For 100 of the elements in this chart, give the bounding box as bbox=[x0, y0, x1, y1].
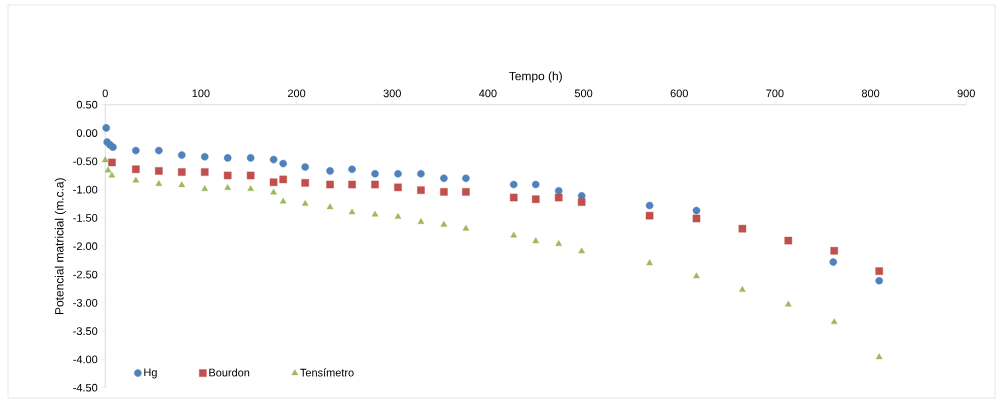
point bbox=[371, 169, 379, 178]
point bbox=[554, 193, 563, 202]
legend-label: Bourdon bbox=[209, 368, 250, 377]
y-tick-label: -3.50 bbox=[73, 327, 98, 335]
point bbox=[645, 201, 654, 210]
point bbox=[784, 236, 793, 245]
x-tick-label: 300 bbox=[383, 89, 401, 98]
y-tick-label: -1.50 bbox=[73, 214, 98, 222]
point bbox=[101, 156, 109, 163]
x-tick-label: 100 bbox=[192, 89, 210, 98]
point bbox=[829, 258, 838, 266]
point bbox=[554, 186, 563, 195]
point bbox=[692, 206, 701, 215]
point bbox=[555, 240, 563, 246]
point bbox=[132, 176, 140, 183]
point bbox=[830, 246, 839, 255]
point bbox=[462, 188, 470, 196]
point bbox=[269, 155, 278, 164]
point bbox=[875, 267, 883, 275]
point bbox=[440, 188, 448, 196]
y-tick-label: -2.50 bbox=[73, 270, 98, 279]
point bbox=[646, 259, 653, 266]
x-tick-label: 400 bbox=[479, 89, 497, 98]
point bbox=[279, 159, 287, 168]
y-tick-label: -1.00 bbox=[73, 185, 98, 194]
point bbox=[348, 208, 356, 215]
point bbox=[440, 174, 448, 183]
point bbox=[104, 166, 112, 173]
point bbox=[201, 185, 209, 192]
point bbox=[875, 276, 883, 285]
y-axis-title: Potencial matricial (m.c.a) bbox=[54, 178, 66, 314]
x-tick-label: 800 bbox=[861, 89, 880, 98]
point bbox=[394, 213, 402, 219]
point bbox=[531, 195, 540, 204]
point bbox=[246, 171, 255, 180]
point bbox=[108, 171, 116, 178]
point bbox=[155, 167, 163, 175]
point bbox=[738, 224, 747, 233]
point bbox=[132, 165, 140, 174]
point bbox=[830, 318, 838, 325]
point bbox=[509, 193, 518, 202]
point bbox=[462, 174, 470, 183]
point bbox=[739, 286, 746, 292]
y-tick-label: 0.00 bbox=[76, 129, 98, 137]
point bbox=[645, 211, 654, 220]
point bbox=[301, 179, 309, 187]
x-tick-label: 200 bbox=[287, 89, 306, 98]
point bbox=[326, 203, 334, 210]
point bbox=[532, 237, 540, 244]
x-tick-label: 700 bbox=[766, 89, 784, 98]
point bbox=[269, 178, 278, 187]
point bbox=[224, 184, 231, 190]
x-tick-label: 0 bbox=[102, 89, 108, 98]
x-tick-label: 900 bbox=[957, 89, 975, 98]
legend-label: Hg bbox=[144, 368, 157, 379]
point bbox=[200, 168, 209, 176]
point bbox=[279, 175, 287, 184]
point bbox=[692, 214, 701, 223]
y-tick-label: -4.00 bbox=[73, 355, 98, 364]
point bbox=[462, 224, 470, 231]
point bbox=[108, 158, 116, 167]
point bbox=[223, 171, 232, 180]
point bbox=[200, 153, 209, 161]
point bbox=[371, 180, 379, 189]
point bbox=[440, 220, 448, 227]
point bbox=[178, 181, 186, 188]
point bbox=[577, 198, 586, 206]
y-tick-label: -2.00 bbox=[73, 242, 98, 251]
point bbox=[326, 167, 334, 175]
point bbox=[875, 353, 883, 360]
legend-label: Tensímetro bbox=[300, 368, 354, 377]
point bbox=[417, 169, 425, 178]
point bbox=[246, 154, 255, 162]
point bbox=[531, 180, 540, 189]
point bbox=[693, 272, 700, 279]
point bbox=[301, 163, 309, 171]
point bbox=[132, 146, 140, 155]
point bbox=[270, 188, 277, 195]
point bbox=[785, 300, 792, 307]
y-tick-label: -0.50 bbox=[73, 157, 98, 166]
point bbox=[417, 186, 425, 194]
x-tick-label: 500 bbox=[574, 89, 593, 98]
point bbox=[394, 183, 402, 192]
y-tick-label: -3.00 bbox=[73, 298, 98, 307]
y-tick-label: 0.50 bbox=[76, 100, 98, 109]
point bbox=[371, 210, 379, 217]
point bbox=[326, 180, 334, 189]
x-axis-title: Tempo (h) bbox=[509, 71, 562, 83]
point bbox=[155, 146, 163, 155]
point bbox=[247, 185, 254, 192]
y-tick-label: -4.50 bbox=[73, 383, 98, 392]
point bbox=[394, 169, 402, 178]
point bbox=[177, 168, 186, 176]
point bbox=[509, 180, 518, 189]
point bbox=[301, 199, 309, 206]
point bbox=[102, 124, 110, 132]
point bbox=[417, 218, 425, 224]
point bbox=[155, 180, 163, 186]
point bbox=[578, 247, 585, 254]
point bbox=[177, 151, 186, 159]
